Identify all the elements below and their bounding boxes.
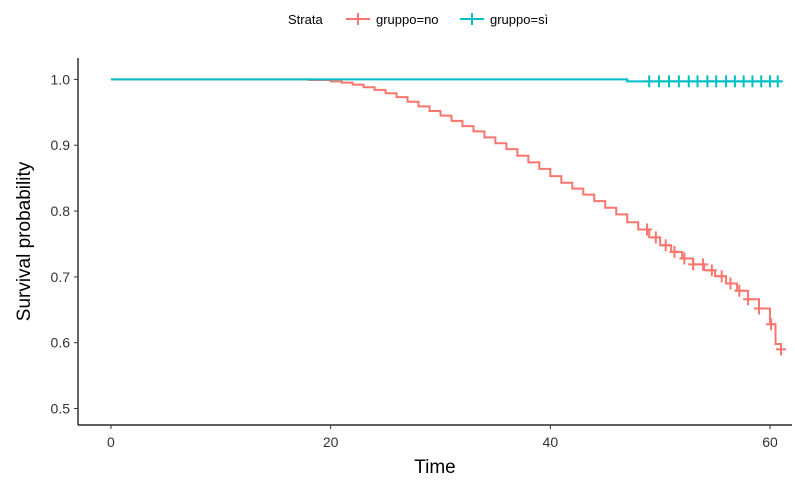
censor-mark xyxy=(743,293,754,306)
plot-area xyxy=(110,75,787,356)
y-tick-label: 0.8 xyxy=(51,203,71,219)
y-tick-label: 1.0 xyxy=(51,71,71,87)
censor-mark xyxy=(729,75,740,88)
censor-mark xyxy=(766,318,777,331)
legend-key-1 xyxy=(460,13,484,25)
y-tick-label: 0.7 xyxy=(51,269,71,285)
censor-mark xyxy=(673,75,684,88)
censor-mark xyxy=(716,270,727,283)
y-tick-label: 0.5 xyxy=(51,401,71,417)
censor-mark xyxy=(702,75,713,88)
censor-mark xyxy=(756,75,767,88)
series-line-0 xyxy=(110,78,783,350)
censor-mark xyxy=(747,75,758,88)
censor-mark xyxy=(660,239,671,252)
y-axis-title: Survival probability xyxy=(14,161,35,321)
censor-mark xyxy=(669,245,680,258)
censor-mark xyxy=(711,75,722,88)
x-tick-label: 20 xyxy=(323,434,339,450)
censor-mark xyxy=(692,75,703,88)
censor-mark xyxy=(772,75,783,88)
legend-key-0 xyxy=(346,13,370,25)
x-axis-title: Time xyxy=(414,457,456,478)
censor-mark xyxy=(734,284,745,297)
censor-mark xyxy=(698,258,709,271)
censor-mark xyxy=(776,343,787,356)
legend-label-1: gruppo=sì xyxy=(490,12,548,27)
censor-mark xyxy=(663,75,674,88)
axes: 0.5 0.6 0.7 0.8 0.9 1.0 0 20 40 60 xyxy=(51,58,792,450)
censor-mark xyxy=(688,258,699,271)
censor-mark xyxy=(683,75,694,88)
legend-label-0: gruppo=no xyxy=(376,12,439,27)
y-tick-label: 0.6 xyxy=(51,335,71,351)
censor-mark xyxy=(738,75,749,88)
censor-mark xyxy=(754,302,765,315)
censor-mark xyxy=(650,231,661,244)
censor-mark xyxy=(654,75,665,88)
x-tick-label: 40 xyxy=(543,434,559,450)
y-tick-label: 0.9 xyxy=(51,137,71,153)
censor-mark xyxy=(706,264,717,277)
censor-mark xyxy=(721,75,732,88)
legend-title: Strata xyxy=(288,12,323,27)
x-tick-label: 0 xyxy=(107,434,115,450)
censor-mark xyxy=(644,75,655,88)
x-tick-label: 60 xyxy=(762,434,778,450)
censor-mark xyxy=(642,223,653,236)
censor-mark xyxy=(679,252,690,265)
censor-mark xyxy=(725,277,736,290)
legend: Strata gruppo=no gruppo=sì xyxy=(288,12,548,27)
